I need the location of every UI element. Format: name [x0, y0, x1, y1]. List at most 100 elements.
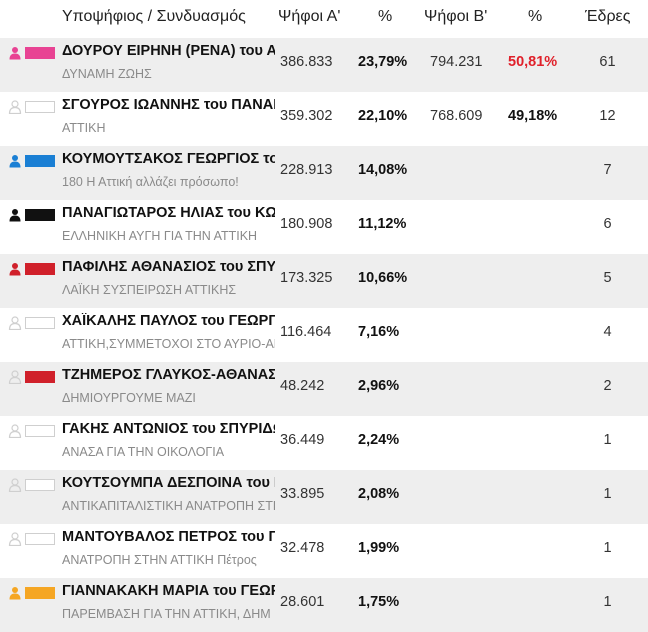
seats: 7 [603, 162, 612, 178]
table-row[interactable]: ΓΙΑΝΝΑΚΑΚΗ ΜΑΡΙΑ του ΓΕΩΡΓΙΟΥ ΠΑΡΕΜΒΑΣΗ Γ… [0, 578, 648, 632]
votes-a: 28.601 [280, 594, 325, 610]
candidate-name: ΚΟΥΤΣΟΥΜΠΑ ΔΕΣΠΟΙΝΑ του ΝΙΚΟΛΑΟΥ [62, 475, 275, 491]
seats: 6 [603, 216, 612, 232]
party-name: ΑΤΤΙΚΗ,ΣΥΜΜΕΤΟΧΟΙ ΣΤΟ ΑΥΡΙΟ-ΑΝ [62, 337, 275, 351]
candidate-name: ΜΑΝΤΟΥΒΑΛΟΣ ΠΕΤΡΟΣ του ΓΕΩΡΓΙΟΥ [62, 529, 275, 545]
votes-b: 768.609 [430, 108, 483, 124]
table-header: Υποψήφιος / Συνδυασμός Ψήφοι Α' % Ψήφοι … [0, 0, 648, 38]
seats: 1 [603, 594, 612, 610]
party-color-swatch [25, 425, 55, 437]
party-color-swatch [25, 209, 55, 221]
table-row[interactable]: ΔΟΥΡΟΥ ΕΙΡΗΝΗ (ΡΕΝΑ) του ΑΝΔΡΕΑ ΔΥΝΑΜΗ ΖΩ… [0, 38, 648, 92]
candidate-name: ΣΓΟΥΡΟΣ ΙΩΑΝΝΗΣ του ΠΑΝΑΓΙΩΤΗ [62, 97, 275, 113]
person-icon [9, 209, 21, 222]
party-color-swatch [25, 533, 55, 545]
party-color-swatch [25, 263, 55, 275]
party-name: 180 Η Αττική αλλάζει πρόσωπο! [62, 175, 239, 189]
table-row[interactable]: ΤΖΗΜΕΡΟΣ ΓΛΑΥΚΟΣ-ΑΘΑΝΑΣΙΟΣ ΔΗΜΙΟΥΡΓΟΥΜΕ Μ… [0, 362, 648, 416]
votes-b: 794.231 [430, 54, 483, 70]
party-color-swatch [25, 371, 55, 383]
pct-a: 14,08% [358, 162, 408, 178]
person-icon [8, 100, 22, 114]
header-votes-a: Ψήφοι Α' [278, 8, 341, 25]
votes-a: 228.913 [280, 162, 333, 178]
party-name: ΑΤΤΙΚΗ [62, 121, 106, 135]
seats: 1 [603, 432, 612, 448]
seats: 4 [603, 324, 612, 340]
table-body: ΔΟΥΡΟΥ ΕΙΡΗΝΗ (ΡΕΝΑ) του ΑΝΔΡΕΑ ΔΥΝΑΜΗ ΖΩ… [0, 38, 648, 632]
candidate-name: ΓΙΑΝΝΑΚΑΚΗ ΜΑΡΙΑ του ΓΕΩΡΓΙΟΥ [62, 583, 275, 599]
header-seats: Έδρες [585, 8, 631, 25]
table-row[interactable]: ΣΓΟΥΡΟΣ ΙΩΑΝΝΗΣ του ΠΑΝΑΓΙΩΤΗ ΑΤΤΙΚΗ 359.3… [0, 92, 648, 146]
candidate-name: ΓΑΚΗΣ ΑΝΤΩΝΙΟΣ του ΣΠΥΡΙΔΩΝΟΣ [62, 421, 275, 437]
table-row[interactable]: ΜΑΝΤΟΥΒΑΛΟΣ ΠΕΤΡΟΣ του ΓΕΩΡΓΙΟΥ ΑΝΑΤΡΟΠΗ … [0, 524, 648, 578]
votes-a: 33.895 [280, 486, 325, 502]
person-icon [8, 478, 22, 492]
seats: 1 [603, 486, 612, 502]
pct-b: 50,81% [508, 54, 558, 70]
votes-a: 116.464 [280, 324, 332, 340]
candidate-name: ΔΟΥΡΟΥ ΕΙΡΗΝΗ (ΡΕΝΑ) του ΑΝΔΡΕΑ [62, 43, 275, 59]
seats: 61 [599, 54, 616, 70]
table-row[interactable]: ΧΑΪΚΑΛΗΣ ΠΑΥΛΟΣ του ΓΕΩΡΓΙΟΥ ΑΤΤΙΚΗ,ΣΥΜΜΕ… [0, 308, 648, 362]
candidate-name: ΚΟΥΜΟΥΤΣΑΚΟΣ ΓΕΩΡΓΙΟΣ του ΙΩΑΝΝΗ [62, 151, 275, 167]
party-name: ΑΝΤΙΚΑΠΙΤΑΛΙΣΤΙΚΗ ΑΝΑΤΡΟΠΗ ΣΤΗΝ [62, 499, 275, 513]
party-name: ΛΑΪΚΗ ΣΥΣΠΕΙΡΩΣΗ ΑΤΤΙΚΗΣ [62, 283, 237, 297]
votes-a: 180.908 [280, 216, 333, 232]
party-name: ΠΑΡΕΜΒΑΣΗ ΓΙΑ ΤΗΝ ΑΤΤΙΚΗ, ΔΗΜ [62, 607, 271, 621]
header-pct-a: % [378, 8, 393, 25]
seats: 12 [599, 108, 616, 124]
pct-a: 2,08% [358, 486, 400, 502]
person-icon [9, 155, 21, 168]
pct-a: 11,12% [358, 216, 407, 232]
person-icon [8, 424, 22, 438]
person-icon [8, 370, 22, 384]
table-row[interactable]: ΠΑΦΙΛΗΣ ΑΘΑΝΑΣΙΟΣ του ΣΠΥΡΙΔΩΝΟΣ ΛΑΪΚΗ ΣΥ… [0, 254, 648, 308]
party-color-swatch [25, 479, 55, 491]
header-candidate: Υποψήφιος / Συνδυασμός [62, 8, 246, 25]
person-icon [9, 47, 21, 60]
votes-a: 32.478 [280, 540, 325, 556]
table-row[interactable]: ΚΟΥΜΟΥΤΣΑΚΟΣ ΓΕΩΡΓΙΟΣ του ΙΩΑΝΝΗ 180 Η Ατ… [0, 146, 648, 200]
pct-a: 7,16% [358, 324, 400, 340]
party-name: ΔΥΝΑΜΗ ΖΩΗΣ [62, 67, 152, 81]
seats: 2 [603, 378, 612, 394]
table-row[interactable]: ΠΑΝΑΓΙΩΤΑΡΟΣ ΗΛΙΑΣ του ΚΩΝΣΤΑΝΤΙΝΟΥ ΕΛΛΗΝ… [0, 200, 648, 254]
seats: 5 [603, 270, 612, 286]
party-name: ΑΝΑΤΡΟΠΗ ΣΤΗΝ ΑΤΤΙΚΗ Πέτρος [62, 553, 257, 567]
seats: 1 [603, 540, 612, 556]
votes-a: 48.242 [280, 378, 325, 394]
votes-a: 173.325 [280, 270, 333, 286]
party-color-swatch [25, 47, 55, 59]
party-color-swatch [25, 101, 55, 113]
candidate-name: ΠΑΦΙΛΗΣ ΑΘΑΝΑΣΙΟΣ του ΣΠΥΡΙΔΩΝΟΣ [62, 259, 275, 275]
person-icon [9, 263, 21, 276]
party-name: ΕΛΛΗΝΙΚΗ ΑΥΓΗ ΓΙΑ ΤΗΝ ΑΤΤΙΚΗ [62, 229, 258, 243]
party-name: ΔΗΜΙΟΥΡΓΟΥΜΕ ΜΑΖΙ [62, 391, 196, 405]
table-row[interactable]: ΓΑΚΗΣ ΑΝΤΩΝΙΟΣ του ΣΠΥΡΙΔΩΝΟΣ ΑΝΑΣΑ ΓΙΑ Τ… [0, 416, 648, 470]
pct-a: 1,99% [358, 540, 400, 556]
table-row[interactable]: ΚΟΥΤΣΟΥΜΠΑ ΔΕΣΠΟΙΝΑ του ΝΙΚΟΛΑΟΥ ΑΝΤΙΚΑΠΙ… [0, 470, 648, 524]
party-color-swatch [25, 155, 55, 167]
pct-a: 2,96% [358, 378, 400, 394]
pct-a: 10,66% [358, 270, 408, 286]
candidate-name: ΠΑΝΑΓΙΩΤΑΡΟΣ ΗΛΙΑΣ του ΚΩΝΣΤΑΝΤΙΝΟΥ [62, 205, 275, 221]
pct-a: 22,10% [358, 108, 408, 124]
candidate-name: ΧΑΪΚΑΛΗΣ ΠΑΥΛΟΣ του ΓΕΩΡΓΙΟΥ [62, 313, 275, 329]
person-icon [9, 587, 21, 600]
party-color-swatch [25, 317, 55, 329]
votes-a: 386.833 [280, 54, 333, 70]
votes-a: 359.302 [280, 108, 333, 124]
pct-b: 49,18% [508, 108, 558, 124]
header-pct-b: % [528, 8, 543, 25]
party-color-swatch [25, 587, 55, 599]
person-icon [8, 532, 22, 546]
party-name: ΑΝΑΣΑ ΓΙΑ ΤΗΝ ΟΙΚΟΛΟΓΙΑ [62, 445, 225, 459]
candidate-name: ΤΖΗΜΕΡΟΣ ΓΛΑΥΚΟΣ-ΑΘΑΝΑΣΙΟΣ [62, 367, 275, 383]
pct-a: 2,24% [358, 432, 400, 448]
pct-a: 23,79% [358, 54, 408, 70]
person-icon [8, 316, 22, 330]
header-votes-b: Ψήφοι Β' [424, 8, 488, 25]
votes-a: 36.449 [280, 432, 325, 448]
